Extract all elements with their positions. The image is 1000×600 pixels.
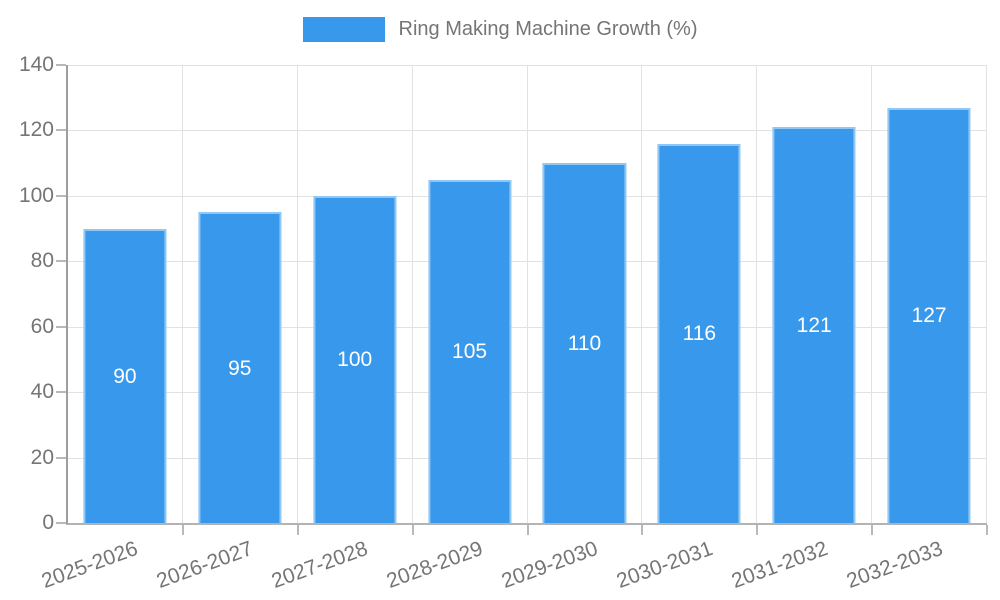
y-axis-tick — [56, 391, 66, 394]
gridline-horizontal — [68, 65, 987, 66]
y-tick-label: 80 — [30, 249, 54, 273]
y-axis-tick — [56, 325, 66, 328]
bar-cells: 90 95 100 105 110 116 121 127 — [68, 65, 987, 523]
y-axis-tick — [56, 522, 66, 524]
y-axis-tick — [56, 260, 66, 263]
bar: 127 — [887, 107, 971, 523]
x-axis-tick — [526, 525, 529, 535]
bar-value-label: 116 — [682, 322, 717, 346]
bar: 116 — [657, 143, 741, 523]
legend-swatch[interactable] — [302, 17, 385, 42]
x-axis-tick — [986, 525, 988, 535]
x-tick-label: 2028-2029 — [383, 537, 486, 593]
bar-value-label: 127 — [911, 304, 947, 328]
y-tick-label: 100 — [18, 183, 54, 207]
x-axis-labels: 2025-2026 2026-2027 2027-2028 2028-2029 2029… — [39, 537, 985, 597]
x-axis-tick — [641, 525, 644, 535]
category-cell: 121 — [757, 65, 873, 523]
x-tick-label: 2030-2031 — [613, 537, 716, 593]
bar: 121 — [772, 127, 856, 523]
x-axis-tick — [296, 525, 299, 535]
gridline-horizontal — [68, 130, 987, 132]
bar-value-label: 121 — [796, 314, 832, 338]
x-tick-label: 2031-2032 — [728, 537, 831, 593]
plot-area: 90 95 100 105 110 116 121 127 — [56, 64, 988, 535]
category-cell: 105 — [413, 65, 528, 523]
y-tick-label: 20 — [30, 445, 54, 469]
x-tick-label: 2032-2033 — [843, 537, 946, 593]
x-tick-label: 2026-2027 — [153, 537, 257, 593]
y-tick-label: 40 — [30, 380, 54, 404]
gridline-horizontal — [68, 195, 987, 197]
bar: 90 — [83, 228, 167, 523]
y-axis-tick — [56, 194, 66, 197]
bar-value-label: 90 — [113, 364, 137, 388]
x-axis-tick — [871, 525, 874, 535]
gridline-horizontal — [68, 261, 987, 263]
gridline-horizontal — [68, 392, 987, 394]
category-cell: 110 — [528, 65, 643, 523]
category-cell: 127 — [872, 65, 987, 523]
y-tick-label: 60 — [30, 314, 54, 338]
category-cell: 100 — [298, 65, 413, 523]
chart-legend[interactable]: Ring Making Machine Growth (%) — [0, 17, 1000, 42]
y-axis-tick — [56, 64, 66, 66]
y-axis-labels: 0 20 40 60 80 100 120 140 — [0, 53, 54, 534]
bar: 110 — [542, 163, 626, 523]
x-tick-label: 2025-2026 — [39, 537, 142, 593]
gridline-horizontal — [68, 457, 987, 459]
bar: 105 — [428, 179, 512, 523]
bar: 95 — [198, 212, 282, 523]
x-axis-tick — [181, 525, 184, 535]
bar-value-label: 100 — [337, 348, 373, 372]
y-tick-label: 140 — [18, 53, 54, 76]
bar-value-label: 105 — [452, 340, 488, 364]
x-axis-tick — [756, 525, 759, 535]
y-axis-tick — [56, 456, 66, 459]
x-tick-label: 2027-2028 — [268, 537, 372, 593]
y-tick-label: 0 — [42, 511, 54, 534]
category-cell: 95 — [183, 65, 298, 523]
legend-label: Ring Making Machine Growth (%) — [398, 18, 698, 40]
category-cell: 116 — [642, 65, 758, 523]
y-tick-label: 120 — [18, 118, 54, 142]
category-cell: 90 — [68, 65, 183, 523]
bar: 100 — [313, 195, 397, 523]
gridline-horizontal — [68, 326, 987, 328]
bar-value-label: 110 — [567, 332, 602, 356]
bar-value-label: 95 — [228, 356, 252, 380]
y-axis-tick — [56, 129, 66, 132]
x-tick-label: 2029-2030 — [498, 537, 601, 593]
x-axis-tick — [411, 525, 414, 535]
